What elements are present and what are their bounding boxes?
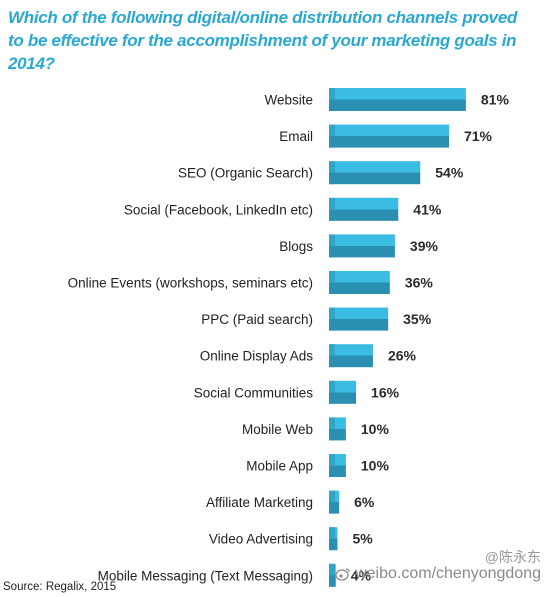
value-label: 4% (351, 567, 372, 583)
bar (329, 161, 421, 185)
value-label: 36% (405, 275, 434, 291)
bar-accent (329, 88, 335, 111)
value-label: 81% (481, 92, 510, 108)
weibo-watermark: @陈永东 weibo.com/chenyongdong (335, 549, 541, 583)
watermark-url: weibo.com/chenyongdong (355, 565, 541, 582)
bar (329, 380, 357, 404)
bar-accent (329, 380, 335, 404)
value-label: 26% (388, 348, 417, 364)
category-label: Social Communities (194, 385, 314, 400)
weibo-icon (335, 568, 350, 581)
category-label: Video Advertising (209, 532, 313, 547)
bar-accent (329, 124, 335, 148)
category-label: Website (264, 93, 313, 108)
category-label: Affiliate Marketing (206, 495, 313, 510)
bar (329, 234, 395, 258)
bar-accent (329, 197, 335, 221)
bar (329, 344, 373, 368)
category-label: PPC (Paid search) (201, 312, 313, 327)
value-label: 10% (361, 421, 390, 437)
bar-accent (329, 490, 335, 514)
bar (329, 88, 466, 111)
category-label: Blogs (279, 239, 313, 254)
source-note: Source: Regalix, 2015 (3, 581, 117, 593)
category-label: Online Events (workshops, seminars etc) (68, 276, 313, 291)
bar-accent (329, 417, 335, 441)
bar-accent (329, 307, 335, 331)
category-label: Online Display Ads (200, 349, 314, 364)
bar (329, 307, 389, 331)
value-label: 35% (403, 311, 432, 327)
value-label: 10% (361, 458, 390, 474)
category-label: Email (279, 129, 313, 144)
value-label: 41% (413, 201, 442, 217)
value-label: 54% (435, 165, 464, 181)
category-label: Social (Facebook, LinkedIn etc) (124, 202, 313, 217)
category-label: Mobile App (246, 459, 313, 474)
value-label: 6% (354, 494, 375, 510)
bar-accent (329, 563, 335, 587)
value-label: 5% (352, 531, 373, 547)
bars-group: Website 81% Email 71% SEO (Organic Search) 54… (68, 88, 510, 587)
category-label: Mobile Messaging (Text Messaging) (98, 568, 313, 583)
value-label: 71% (464, 128, 493, 144)
bar-accent (329, 344, 335, 368)
watermark-handle: @陈永东 (484, 549, 541, 565)
chart-title: Which of the following digital/online di… (8, 8, 518, 73)
value-label: 16% (371, 384, 400, 400)
category-label: SEO (Organic Search) (178, 166, 313, 181)
bar (329, 271, 390, 294)
bar-accent (329, 454, 335, 477)
bar-accent (329, 271, 335, 294)
bar-accent (329, 234, 335, 258)
value-label: 39% (410, 238, 439, 254)
bar (329, 197, 399, 221)
category-label: Mobile Web (242, 422, 313, 437)
bar-accent (329, 527, 335, 551)
bar (329, 124, 449, 148)
bar-accent (329, 161, 335, 185)
